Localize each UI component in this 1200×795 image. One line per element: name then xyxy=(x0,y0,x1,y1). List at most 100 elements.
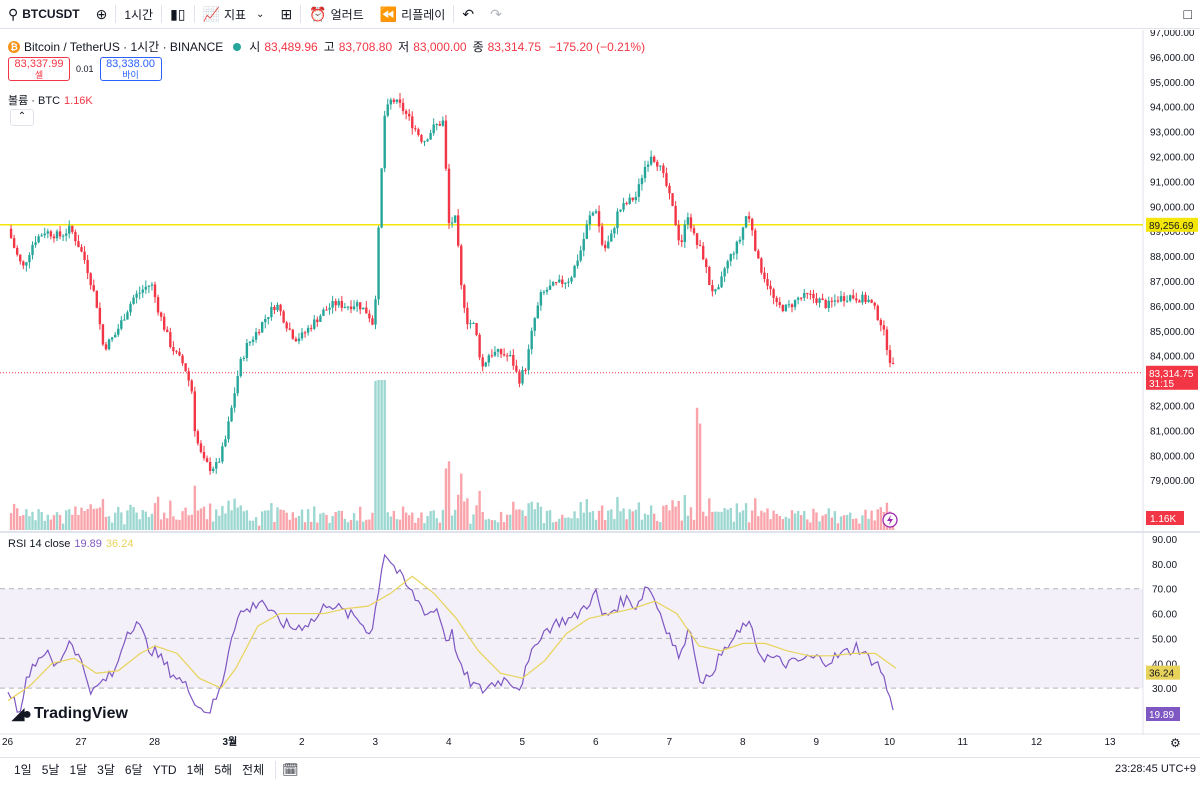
price-tick-label: 94,000.00 xyxy=(1150,103,1195,114)
volume-bar xyxy=(754,498,757,530)
timeframe-button[interactable]: 1달 xyxy=(69,763,88,777)
volume-bar xyxy=(496,522,500,530)
alert-button[interactable]: ⏰ 얼러트 xyxy=(301,0,372,29)
chart-type-button[interactable]: ▮▯ xyxy=(162,0,193,29)
volume-bar xyxy=(852,518,855,530)
volume-bar xyxy=(294,517,298,530)
tradingview-logo[interactable]: ◢● TradingView xyxy=(12,704,128,724)
volume-bar xyxy=(340,510,344,530)
volume-bar xyxy=(25,509,28,530)
candle-body xyxy=(576,260,579,266)
timeframe-button[interactable]: 6달 xyxy=(124,763,143,777)
volume-bar xyxy=(680,520,683,530)
volume-bar xyxy=(101,498,105,530)
candle-body xyxy=(628,197,631,204)
volume-bar xyxy=(873,520,876,530)
volume-legend: 볼륨 · BTC 1.16K xyxy=(8,92,93,108)
timeframe-button[interactable]: 전체 xyxy=(242,763,265,777)
volume-bar xyxy=(463,501,466,530)
candle-body xyxy=(677,225,680,241)
timeframe-button[interactable]: 5날 xyxy=(41,763,60,777)
volume-bar xyxy=(411,512,414,530)
volume-bar xyxy=(554,521,558,530)
indicators-button[interactable]: 📈 지표 ⌄ xyxy=(195,0,273,29)
collapse-legend-button[interactable]: ⌃ xyxy=(10,109,34,126)
settings-icon[interactable]: ⚙ xyxy=(1170,736,1181,750)
volume-bar xyxy=(487,518,491,530)
volume-bar xyxy=(689,507,693,530)
buy-price: 83,338.00 xyxy=(106,58,155,70)
volume-bar xyxy=(15,508,19,530)
compare-button[interactable]: ⊕ xyxy=(88,0,116,29)
buy-button[interactable]: 83,338.00 바이 xyxy=(99,57,162,81)
price-tick-label: 86,000.00 xyxy=(1150,302,1195,313)
sell-button[interactable]: 83,337.99 셀 xyxy=(8,57,70,81)
replay-label: 리플레이 xyxy=(401,7,446,22)
price-tick-label: 97,000.00 xyxy=(1150,30,1195,39)
volume-bar xyxy=(858,523,861,530)
candle-body xyxy=(763,272,766,280)
redo-icon: ↷ xyxy=(490,5,502,22)
chart-svg[interactable]: 97,000.00 96,000.00 95,000.00 94,000.00 93,0… xyxy=(0,28,1200,755)
candle-body xyxy=(643,166,647,179)
timeframe-button[interactable]: 1일 xyxy=(14,763,32,777)
volume-bar xyxy=(588,512,592,530)
undo-button[interactable]: ↶ xyxy=(454,0,482,29)
candle-body xyxy=(524,369,527,371)
timeframe-button[interactable]: 1해 xyxy=(186,763,205,777)
candle-body xyxy=(784,304,788,312)
layouts-button[interactable]: ⊞ xyxy=(272,0,300,29)
candle-body xyxy=(407,113,411,117)
symbol-search[interactable]: ⚲ BTCUSDT xyxy=(0,0,88,29)
volume-bar xyxy=(404,512,408,530)
time-tick-label: 8 xyxy=(740,737,746,748)
redo-button[interactable]: ↷ xyxy=(482,0,510,29)
candle-body xyxy=(649,156,653,165)
timeframe-button[interactable]: YTD xyxy=(152,762,177,777)
time-tick-label: 6 xyxy=(593,737,599,748)
volume-bar xyxy=(358,506,362,530)
candle-body xyxy=(37,236,40,243)
volume-bar xyxy=(129,504,132,530)
volume-bar xyxy=(760,510,763,530)
volume-bar xyxy=(55,512,59,530)
volume-bar xyxy=(539,506,543,530)
candle-body xyxy=(331,301,334,308)
volume-bar xyxy=(147,517,151,530)
chart-area[interactable]: 97,000.00 96,000.00 95,000.00 94,000.00 93,0… xyxy=(0,28,1200,755)
candle-body xyxy=(196,431,200,444)
candle-body xyxy=(778,302,781,305)
replay-button[interactable]: ⏪ 리플레이 xyxy=(372,0,454,29)
candle-body xyxy=(346,306,350,308)
chevron-down-icon[interactable]: ⌄ xyxy=(256,8,265,20)
candle-body xyxy=(260,322,264,333)
candle-body xyxy=(521,369,524,384)
volume-bar xyxy=(603,519,607,530)
candle-body xyxy=(585,224,589,239)
calendar-range-icon[interactable]: 🗓 xyxy=(282,761,299,777)
change-value: −175.20 (−0.21%) xyxy=(549,39,646,54)
volume-bar xyxy=(401,506,405,530)
candle-body xyxy=(460,245,463,286)
candle-body xyxy=(205,458,209,463)
interval-button[interactable]: 1시간 xyxy=(116,0,161,29)
clock[interactable]: 23:28:45 UTC+9 xyxy=(1114,763,1196,775)
volume-bar xyxy=(110,522,114,530)
window-button[interactable]: □ xyxy=(1176,0,1200,29)
price-tick-label: 96,000.00 xyxy=(1150,53,1195,64)
volume-bar xyxy=(22,514,25,530)
volume-bar xyxy=(104,516,108,530)
candle-body xyxy=(49,231,53,237)
candle-body xyxy=(723,268,726,277)
candle-body xyxy=(502,354,506,356)
candle-body xyxy=(386,104,389,116)
candle-body xyxy=(738,239,742,242)
timeframe-button[interactable]: 3달 xyxy=(97,763,115,777)
candle-body xyxy=(775,297,778,303)
candle-body xyxy=(818,298,821,303)
volume-bar xyxy=(671,500,674,530)
volume-bar xyxy=(267,510,270,530)
volume-bar xyxy=(150,513,154,530)
volume-bar xyxy=(184,507,187,530)
timeframe-button[interactable]: 5해 xyxy=(214,763,233,777)
